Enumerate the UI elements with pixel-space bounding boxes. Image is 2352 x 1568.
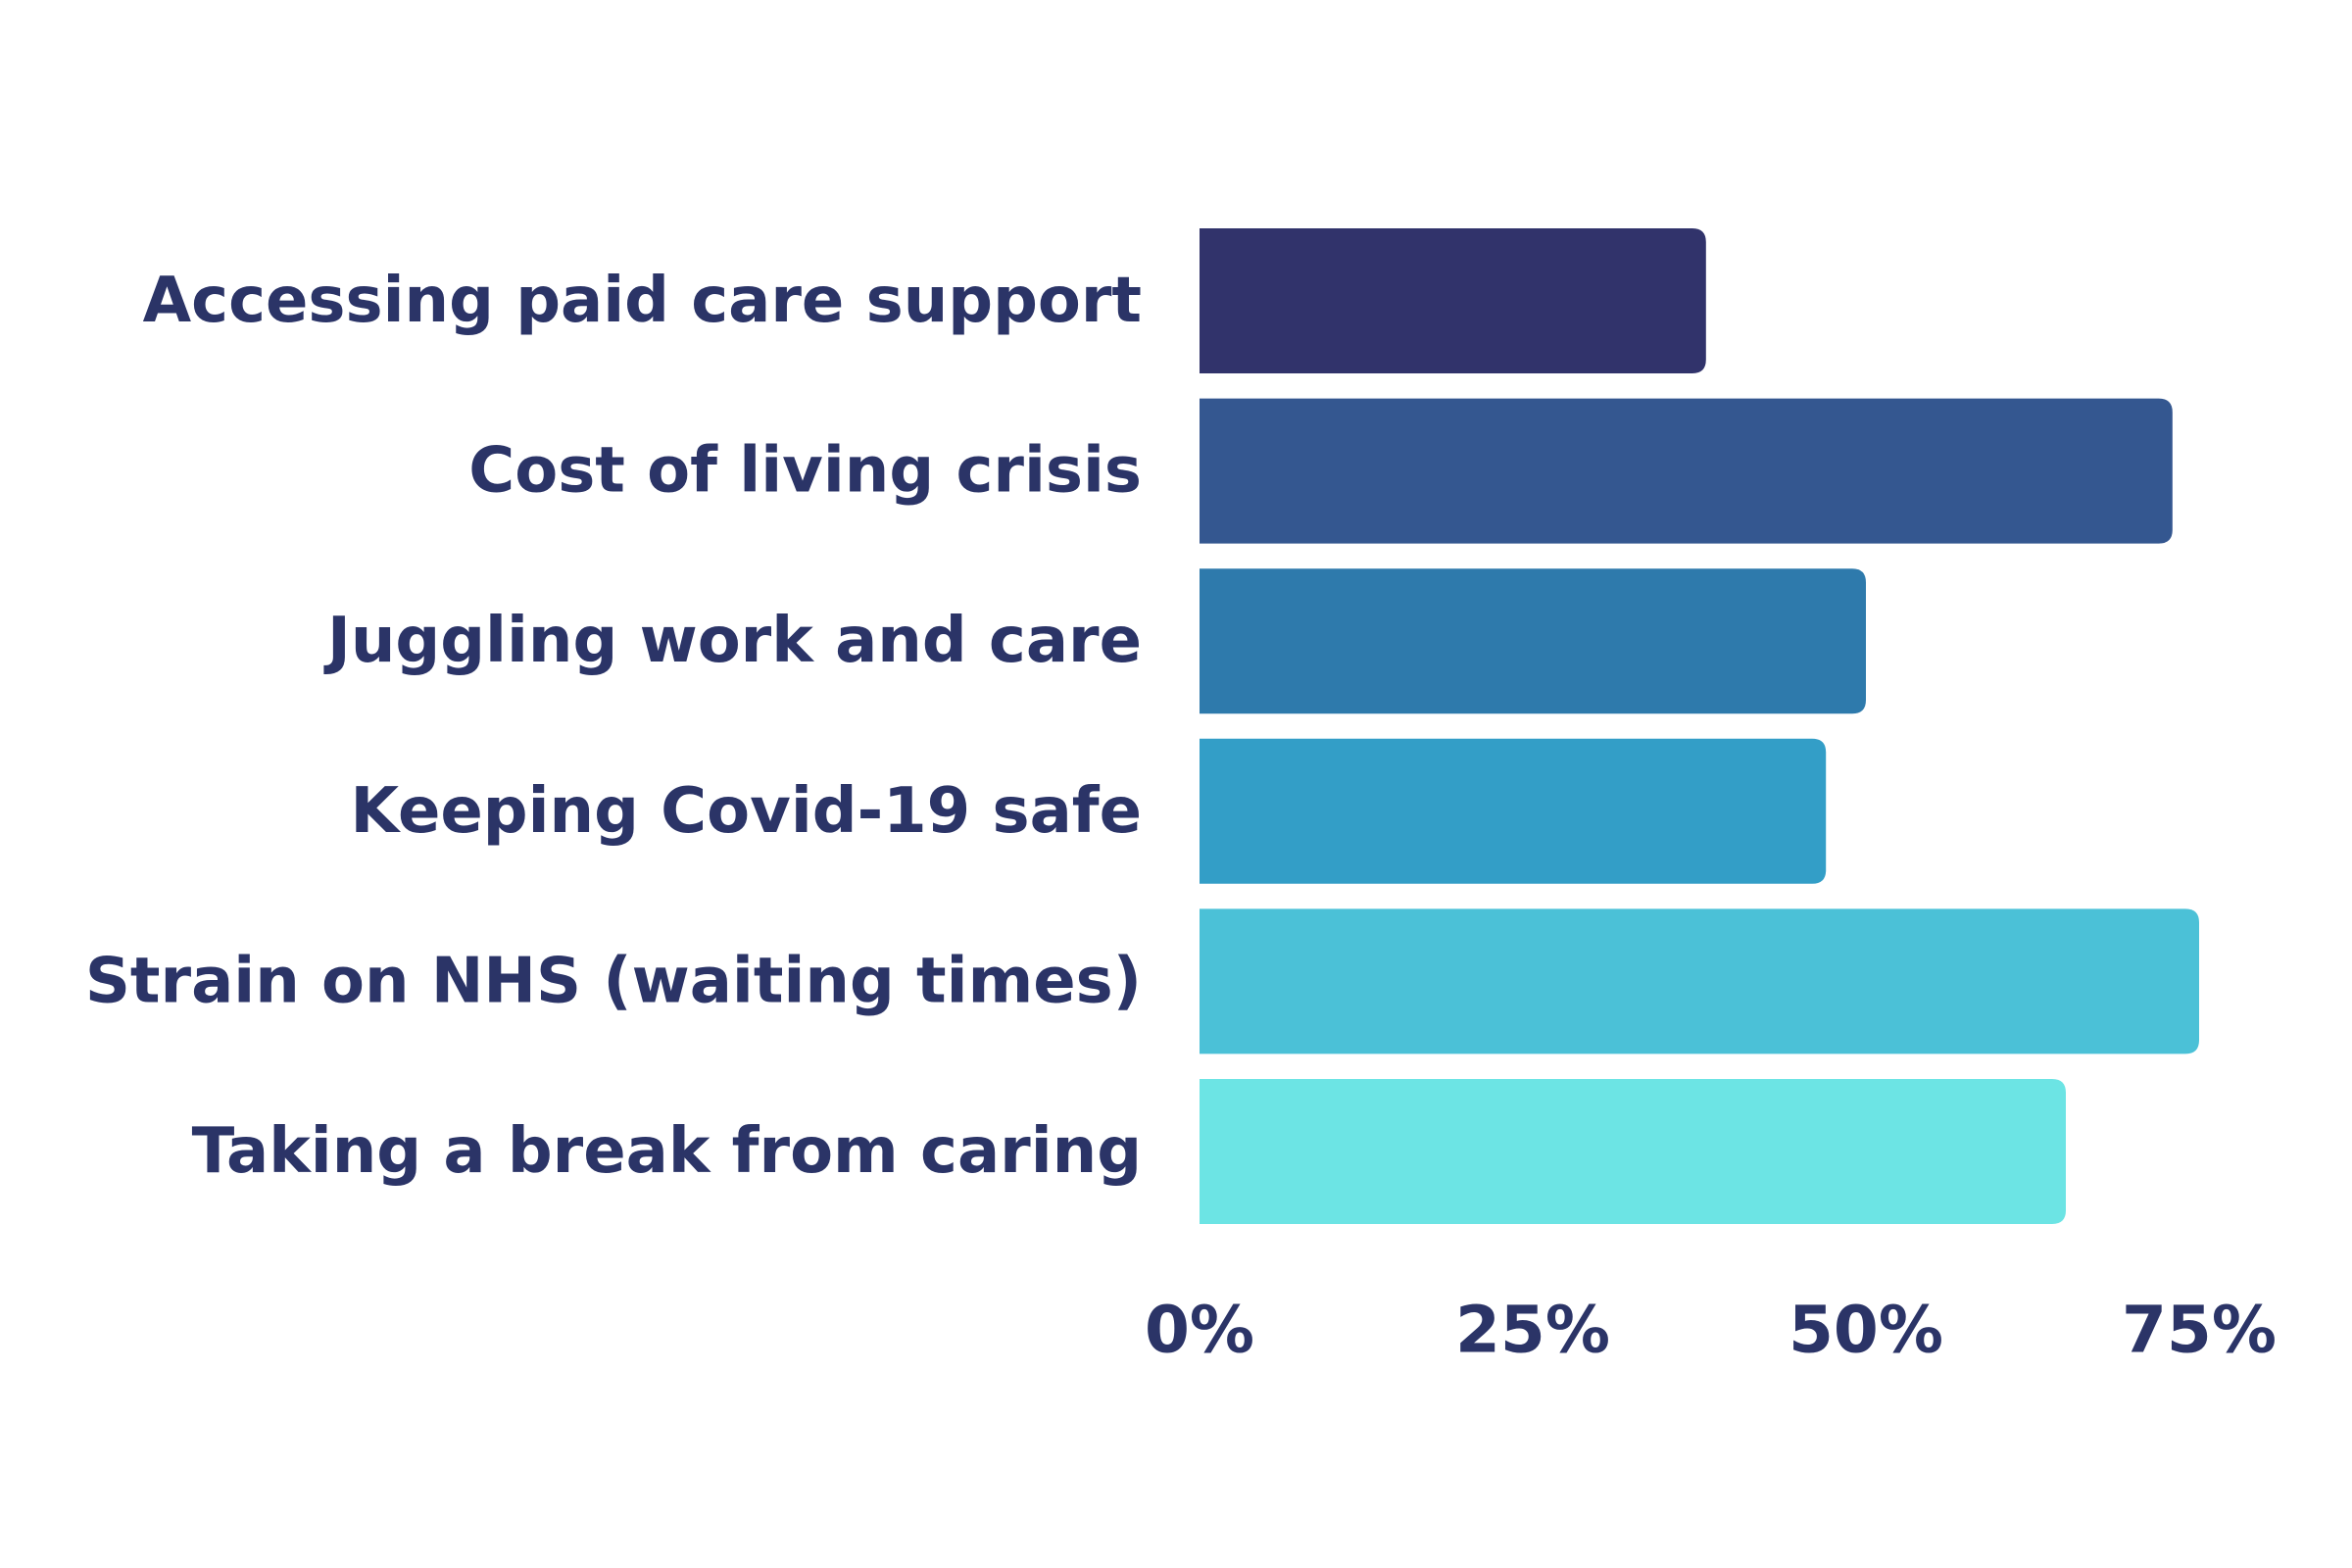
bar-taking-a-break-from-caring bbox=[1200, 1079, 2066, 1224]
bar-keeping-covid-19-safe bbox=[1200, 738, 1827, 884]
bar-cost-of-living-crisis bbox=[1200, 398, 2173, 544]
category-label-keeping-covid-19-safe: Keeping Covid-19 safe bbox=[350, 775, 1142, 848]
category-labels: Accessing paid care support Cost of livin… bbox=[85, 265, 1142, 1188]
bar-juggling-work-and-care bbox=[1200, 568, 1866, 714]
category-label-accessing-paid-care-support: Accessing paid care support bbox=[143, 265, 1142, 337]
category-label-strain-on-nhs-waiting-times: Strain on NHS (waiting times) bbox=[85, 945, 1142, 1017]
x-tick-label-0: 0% bbox=[1145, 1293, 1254, 1368]
bars-group bbox=[1200, 228, 2199, 1224]
x-axis-tick-labels: 0% 25% 50% 75% bbox=[1145, 1293, 2277, 1368]
category-label-juggling-work-and-care: Juggling work and care bbox=[323, 605, 1142, 677]
bar-accessing-paid-care-support bbox=[1200, 228, 1706, 373]
x-tick-label-75: 75% bbox=[2122, 1293, 2277, 1368]
category-label-cost-of-living-crisis: Cost of living crisis bbox=[468, 435, 1142, 508]
bar-strain-on-nhs-waiting-times bbox=[1200, 908, 2199, 1054]
category-label-taking-a-break-from-caring: Taking a break from caring bbox=[192, 1115, 1142, 1188]
x-tick-label-50: 50% bbox=[1788, 1293, 1943, 1368]
x-tick-label-25: 25% bbox=[1455, 1293, 1610, 1368]
